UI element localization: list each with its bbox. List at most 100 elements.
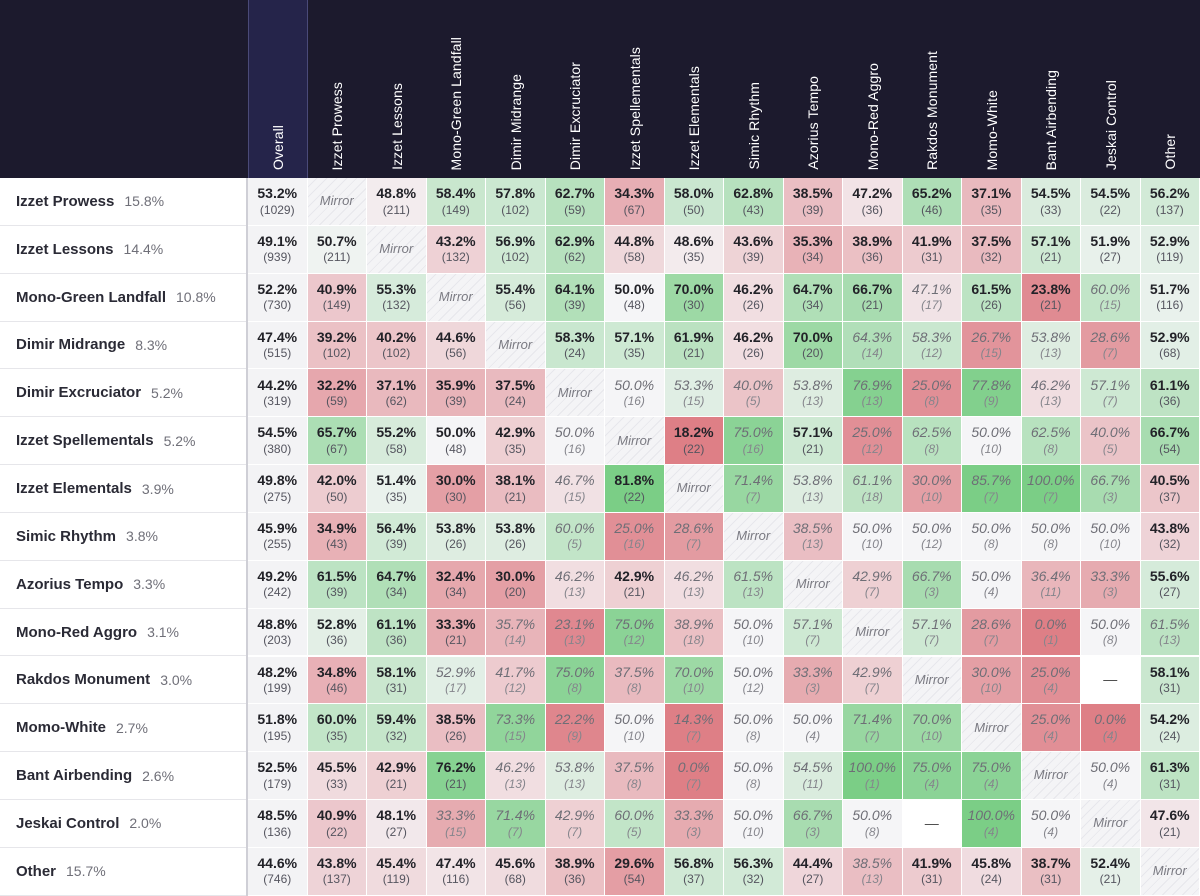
matrix-cell[interactable]: 46.2% (26): [724, 321, 784, 370]
matrix-cell[interactable]: 37.1% (35): [962, 178, 1022, 226]
matrix-cell[interactable]: 52.9% (119): [1140, 225, 1200, 274]
matrix-cell[interactable]: 50.0% (4): [962, 560, 1022, 609]
matrix-cell[interactable]: 42.9% (21): [367, 752, 427, 801]
matrix-cell[interactable]: 56.9% (102): [486, 225, 546, 274]
matrix-cell[interactable]: 37.5% (32): [962, 225, 1022, 274]
row-header-mono-green-landfall[interactable]: Mono-Green Landfall 10.8%: [0, 273, 246, 322]
matrix-cell[interactable]: 42.9% (7): [843, 560, 903, 609]
matrix-cell[interactable]: 39.2% (102): [307, 321, 367, 370]
matrix-cell[interactable]: 40.0% (5): [1081, 417, 1141, 466]
matrix-cell[interactable]: 40.9% (22): [307, 800, 367, 848]
matrix-cell[interactable]: 62.7% (59): [545, 178, 605, 226]
matrix-cell[interactable]: 34.8% (46): [307, 656, 367, 705]
matrix-cell[interactable]: 56.4% (39): [367, 512, 427, 561]
matrix-cell[interactable]: 71.4% (7): [486, 800, 546, 848]
matrix-cell[interactable]: 50.0% (10): [605, 704, 665, 753]
matrix-cell-mirror[interactable]: Mirror: [902, 656, 962, 705]
matrix-cell[interactable]: 45.8% (24): [962, 847, 1022, 896]
matrix-cell[interactable]: 64.1% (39): [545, 273, 605, 322]
matrix-cell[interactable]: 45.6% (68): [486, 847, 546, 896]
matrix-cell[interactable]: 50.0% (4): [1081, 752, 1141, 801]
column-header-izzet-spellementals[interactable]: Izzet Spellementals: [605, 0, 665, 178]
matrix-cell[interactable]: 50.0% (10): [843, 512, 903, 561]
matrix-cell[interactable]: 33.3% (3): [664, 800, 724, 848]
row-header-azorius-tempo[interactable]: Azorius Tempo 3.3%: [0, 560, 246, 609]
matrix-cell[interactable]: 30.0% (10): [902, 465, 962, 513]
matrix-cell[interactable]: 38.5% (13): [843, 847, 903, 896]
row-header-izzet-prowess[interactable]: Izzet Prowess 15.8%: [0, 178, 246, 226]
matrix-cell-overall[interactable]: 49.2% (242): [248, 560, 308, 609]
matrix-cell[interactable]: 30.0% (30): [426, 465, 486, 513]
matrix-cell[interactable]: 41.9% (31): [902, 225, 962, 274]
matrix-cell[interactable]: 50.0% (12): [724, 656, 784, 705]
matrix-cell[interactable]: 56.8% (37): [664, 847, 724, 896]
matrix-cell[interactable]: 62.5% (8): [902, 417, 962, 466]
column-header-mono-green-landfall[interactable]: Mono-Green Landfall: [427, 0, 487, 178]
matrix-cell[interactable]: 75.0% (16): [724, 417, 784, 466]
matrix-cell[interactable]: 53.3% (15): [664, 369, 724, 418]
matrix-cell[interactable]: 38.1% (21): [486, 465, 546, 513]
matrix-cell[interactable]: 64.7% (34): [783, 273, 843, 322]
matrix-cell[interactable]: 37.1% (62): [367, 369, 427, 418]
matrix-cell[interactable]: 48.1% (27): [367, 800, 427, 848]
row-header-izzet-spellementals[interactable]: Izzet Spellementals 5.2%: [0, 417, 246, 466]
matrix-cell[interactable]: 50.0% (4): [1021, 800, 1081, 848]
column-header-mono-red-aggro[interactable]: Mono-Red Aggro: [843, 0, 903, 178]
matrix-cell[interactable]: 57.1% (7): [1081, 369, 1141, 418]
matrix-cell[interactable]: 57.8% (102): [486, 178, 546, 226]
matrix-cell[interactable]: 70.0% (10): [664, 656, 724, 705]
matrix-cell-mirror[interactable]: Mirror: [426, 273, 486, 322]
matrix-cell[interactable]: 59.4% (32): [367, 704, 427, 753]
matrix-cell[interactable]: 47.6% (21): [1140, 800, 1200, 848]
matrix-cell[interactable]: 56.3% (32): [724, 847, 784, 896]
matrix-cell-overall[interactable]: 54.5% (380): [248, 417, 308, 466]
matrix-cell[interactable]: 46.2% (13): [545, 560, 605, 609]
matrix-cell[interactable]: 34.3% (67): [605, 178, 665, 226]
matrix-cell[interactable]: 25.0% (16): [605, 512, 665, 561]
matrix-cell[interactable]: 32.4% (34): [426, 560, 486, 609]
matrix-cell[interactable]: 70.0% (30): [664, 273, 724, 322]
matrix-cell[interactable]: 54.5% (11): [783, 752, 843, 801]
matrix-cell[interactable]: 25.0% (4): [1021, 656, 1081, 705]
matrix-cell[interactable]: 46.2% (13): [1021, 369, 1081, 418]
matrix-cell[interactable]: 40.5% (37): [1140, 465, 1200, 513]
matrix-cell-mirror[interactable]: Mirror: [605, 417, 665, 466]
matrix-cell[interactable]: 64.7% (34): [367, 560, 427, 609]
matrix-cell[interactable]: 26.7% (15): [962, 321, 1022, 370]
matrix-cell[interactable]: 70.0% (20): [783, 321, 843, 370]
matrix-cell[interactable]: 43.8% (32): [1140, 512, 1200, 561]
column-header-momo-white[interactable]: Momo-White: [962, 0, 1022, 178]
matrix-cell[interactable]: 34.9% (43): [307, 512, 367, 561]
matrix-cell[interactable]: 71.4% (7): [724, 465, 784, 513]
matrix-cell[interactable]: 50.0% (12): [902, 512, 962, 561]
matrix-cell[interactable]: 75.0% (12): [605, 608, 665, 657]
matrix-cell[interactable]: 77.8% (9): [962, 369, 1022, 418]
matrix-cell[interactable]: 32.2% (59): [307, 369, 367, 418]
matrix-cell[interactable]: 100.0% (4): [962, 800, 1022, 848]
matrix-cell[interactable]: 53.8% (13): [783, 369, 843, 418]
matrix-cell[interactable]: 61.1% (36): [367, 608, 427, 657]
matrix-cell[interactable]: 57.1% (21): [783, 417, 843, 466]
column-header-dimir-midrange[interactable]: Dimir Midrange: [486, 0, 546, 178]
matrix-cell[interactable]: 60.0% (15): [1081, 273, 1141, 322]
matrix-cell[interactable]: 52.9% (68): [1140, 321, 1200, 370]
matrix-cell[interactable]: 18.2% (22): [664, 417, 724, 466]
matrix-cell[interactable]: 57.1% (35): [605, 321, 665, 370]
matrix-cell[interactable]: 46.2% (26): [724, 273, 784, 322]
matrix-cell[interactable]: 57.1% (7): [783, 608, 843, 657]
matrix-cell-overall[interactable]: 52.2% (730): [248, 273, 308, 322]
matrix-cell[interactable]: 58.3% (24): [545, 321, 605, 370]
matrix-cell[interactable]: 75.0% (4): [902, 752, 962, 801]
row-header-rakdos-monument[interactable]: Rakdos Monument 3.0%: [0, 656, 246, 705]
matrix-cell[interactable]: 33.3% (3): [783, 656, 843, 705]
matrix-cell[interactable]: 44.6% (56): [426, 321, 486, 370]
matrix-cell[interactable]: 66.7% (3): [1081, 465, 1141, 513]
matrix-cell[interactable]: 65.2% (46): [902, 178, 962, 226]
matrix-cell[interactable]: 60.0% (5): [545, 512, 605, 561]
matrix-cell[interactable]: 47.1% (17): [902, 273, 962, 322]
matrix-cell[interactable]: 40.9% (149): [307, 273, 367, 322]
matrix-cell[interactable]: 38.5% (39): [783, 178, 843, 226]
matrix-cell-mirror[interactable]: Mirror: [367, 225, 427, 274]
matrix-cell[interactable]: 61.1% (18): [843, 465, 903, 513]
matrix-cell[interactable]: 50.0% (10): [962, 417, 1022, 466]
